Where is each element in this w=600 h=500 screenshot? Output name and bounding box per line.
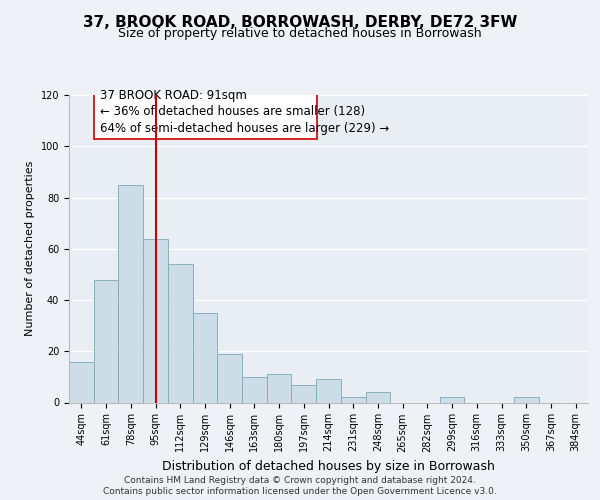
Text: 37, BROOK ROAD, BORROWASH, DERBY, DE72 3FW: 37, BROOK ROAD, BORROWASH, DERBY, DE72 3… — [83, 15, 517, 30]
Text: Contains HM Land Registry data © Crown copyright and database right 2024.: Contains HM Land Registry data © Crown c… — [124, 476, 476, 485]
X-axis label: Distribution of detached houses by size in Borrowash: Distribution of detached houses by size … — [162, 460, 495, 473]
Bar — [267, 374, 292, 402]
Bar — [69, 362, 94, 403]
Bar — [440, 398, 464, 402]
Bar — [292, 384, 316, 402]
Bar — [94, 84, 317, 138]
Bar — [316, 380, 341, 402]
Bar — [242, 377, 267, 402]
Text: ← 36% of detached houses are smaller (128): ← 36% of detached houses are smaller (12… — [100, 106, 365, 118]
Bar — [217, 354, 242, 403]
Text: Size of property relative to detached houses in Borrowash: Size of property relative to detached ho… — [118, 28, 482, 40]
Bar — [193, 313, 217, 402]
Bar — [118, 184, 143, 402]
Bar — [168, 264, 193, 402]
Bar — [341, 398, 365, 402]
Text: Contains public sector information licensed under the Open Government Licence v3: Contains public sector information licen… — [103, 487, 497, 496]
Bar — [94, 280, 118, 402]
Text: 64% of semi-detached houses are larger (229) →: 64% of semi-detached houses are larger (… — [100, 122, 389, 135]
Bar — [143, 238, 168, 402]
Bar — [365, 392, 390, 402]
Bar — [514, 398, 539, 402]
Text: 37 BROOK ROAD: 91sqm: 37 BROOK ROAD: 91sqm — [100, 88, 247, 102]
Y-axis label: Number of detached properties: Number of detached properties — [25, 161, 35, 336]
